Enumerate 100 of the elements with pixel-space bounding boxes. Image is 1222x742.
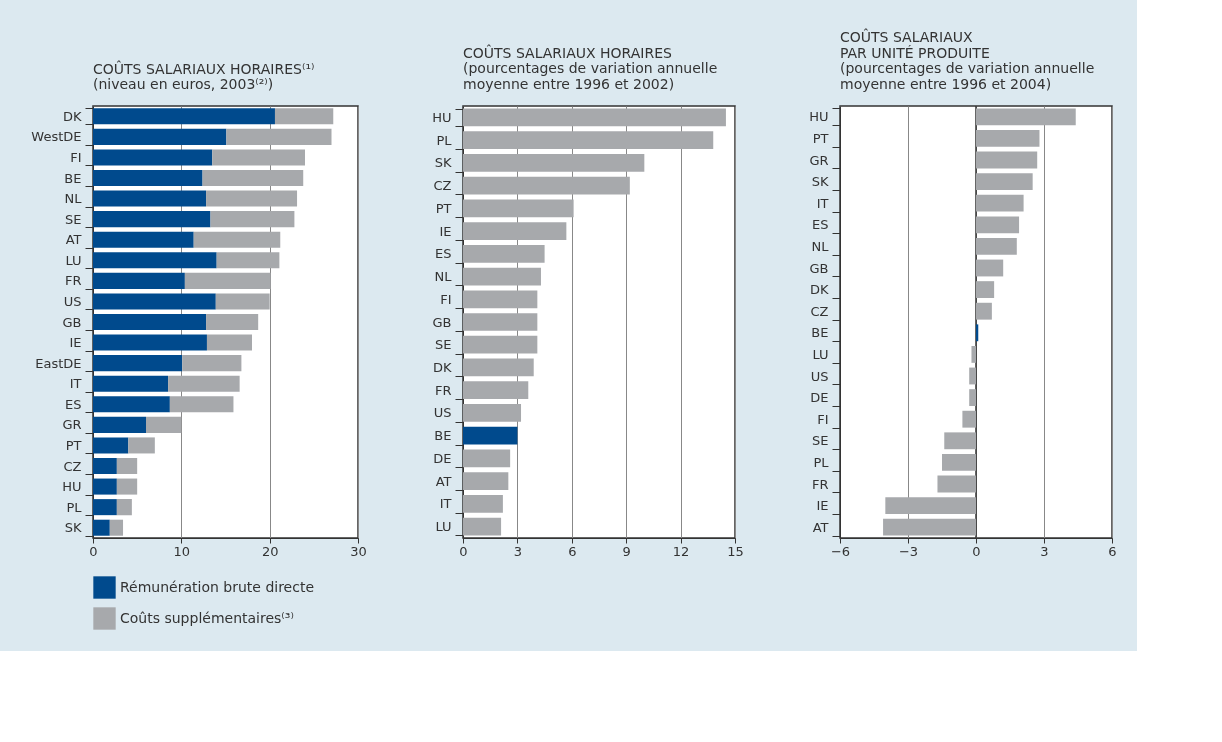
chart-title: COÛTS SALARIAUX HORAIRES⁽¹⁾ [93, 60, 315, 77]
y-tick-label: FI [440, 291, 452, 307]
y-tick-label: NL [811, 238, 830, 254]
y-tick-label: PT [812, 130, 829, 146]
y-tick-label: AT [812, 519, 829, 535]
bar [976, 237, 1017, 255]
y-tick-label: US [433, 405, 452, 421]
bar [463, 335, 538, 354]
bar [93, 313, 207, 331]
y-tick-label: DK [809, 282, 829, 298]
bar [976, 129, 1040, 147]
bar [976, 216, 1020, 234]
bar [128, 437, 155, 454]
bar [942, 453, 976, 471]
bar [93, 437, 129, 454]
y-tick-label: DE [433, 450, 452, 466]
x-tick-label: 20 [261, 543, 279, 559]
bar [93, 416, 146, 433]
y-tick-label: GB [432, 314, 452, 330]
bar [976, 108, 1076, 126]
y-tick-label: US [63, 293, 82, 309]
bar [93, 128, 227, 145]
bar [463, 449, 511, 468]
x-tick-label: 3 [513, 543, 523, 559]
y-tick-label: NL [434, 269, 453, 285]
bar [215, 293, 270, 310]
y-tick-label: LU [812, 346, 829, 362]
x-tick-label: 0 [972, 543, 981, 559]
y-tick-label: PT [65, 437, 82, 453]
bar [937, 475, 976, 493]
bar [93, 190, 207, 207]
legend-label: Coûts supplémentaires⁽³⁾ [120, 609, 294, 626]
bar [463, 358, 534, 377]
y-tick-label: US [810, 368, 829, 384]
bar [93, 169, 203, 187]
y-tick-label: BE [64, 170, 82, 186]
bar [93, 375, 169, 392]
bar [93, 396, 170, 413]
bar [93, 355, 183, 372]
x-tick-label: 3 [1040, 543, 1049, 559]
bar [116, 457, 138, 475]
y-tick-label: FI [817, 411, 829, 427]
bar [93, 519, 110, 536]
bar [976, 173, 1033, 191]
bar [116, 478, 138, 495]
y-tick-label: IE [69, 335, 82, 351]
y-tick-label: FI [70, 149, 82, 165]
bar [116, 499, 132, 516]
bar [168, 375, 240, 392]
y-tick-label: FR [434, 382, 452, 398]
y-tick-label: PL [813, 454, 830, 470]
bar [976, 281, 995, 299]
y-tick-label: GB [62, 314, 82, 330]
bar [463, 199, 574, 218]
bar [226, 128, 332, 145]
y-tick-label: ES [65, 396, 82, 412]
bar [969, 367, 976, 385]
y-tick-label: HU [809, 109, 829, 125]
bar [146, 416, 182, 433]
y-tick-label: AT [65, 232, 82, 248]
y-tick-label: WestDE [31, 129, 82, 145]
bar [93, 211, 211, 228]
bar [463, 131, 714, 149]
bar [93, 252, 217, 269]
y-tick-label: SE [65, 211, 82, 227]
bar [463, 244, 545, 263]
y-tick-label: SE [435, 337, 452, 353]
bar [93, 499, 117, 516]
bar [885, 497, 976, 515]
x-tick-label: 10 [173, 543, 191, 559]
y-tick-label: DK [432, 359, 452, 375]
bar [463, 290, 538, 309]
bar [962, 410, 976, 428]
y-tick-label: FR [811, 476, 829, 492]
y-tick-label: ES [812, 217, 829, 233]
y-tick-label: DK [62, 108, 82, 124]
y-tick-label: IE [439, 223, 452, 239]
y-tick-label: SK [434, 155, 452, 171]
y-tick-label: IT [439, 496, 452, 512]
x-tick-label: 15 [727, 543, 744, 559]
bar [969, 389, 976, 407]
bar [463, 517, 502, 536]
bar [210, 211, 295, 228]
x-tick-label: 6 [1108, 543, 1117, 559]
bar [463, 176, 630, 195]
y-tick-label: AT [435, 473, 452, 489]
bar [169, 396, 234, 413]
y-tick-label: CZ [433, 178, 452, 194]
bar [93, 108, 275, 125]
y-tick-label: BE [811, 325, 829, 341]
bar [93, 231, 194, 248]
y-tick-label: PT [435, 200, 452, 216]
bar [463, 381, 529, 400]
bar [463, 313, 538, 331]
bar [216, 252, 280, 269]
x-tick-label: 6 [568, 543, 577, 559]
bar [93, 478, 117, 495]
x-tick-label: −3 [898, 543, 919, 559]
x-tick-label: 0 [459, 543, 468, 559]
x-tick-label: −6 [830, 543, 851, 559]
